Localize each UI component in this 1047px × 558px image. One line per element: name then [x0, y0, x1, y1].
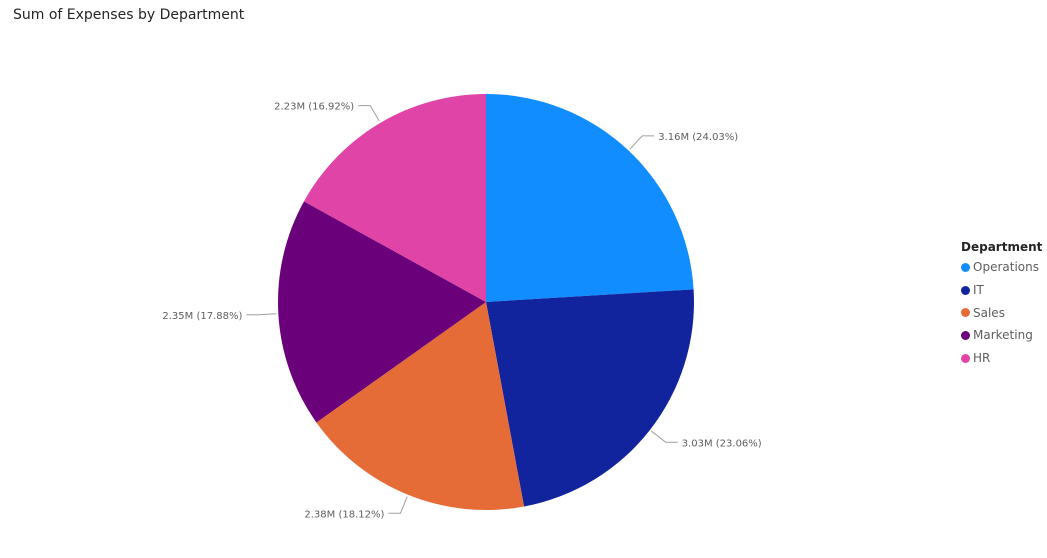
legend-label: HR	[973, 351, 991, 366]
legend-marker-icon	[961, 353, 970, 363]
legend-label: Sales	[973, 305, 1005, 320]
leader-line-marketing	[246, 313, 277, 316]
pie-slice-sales[interactable]	[316, 302, 525, 510]
leader-line-it	[651, 430, 678, 443]
pie-slice-operations[interactable]	[486, 94, 694, 302]
data-label-marketing: 2.35M (17.88%)	[162, 311, 242, 322]
data-label-sales: 2.38M (18.12%)	[304, 509, 384, 520]
chart-title: Sum of Expenses by Department	[13, 7, 245, 23]
legend-item-operations[interactable]: Operations	[961, 256, 1042, 279]
legend-item-it[interactable]: IT	[961, 279, 1042, 302]
legend-title: Department	[961, 240, 1043, 254]
leader-line-sales	[388, 496, 408, 514]
legend-label: IT	[973, 283, 984, 298]
legend-item-sales[interactable]: Sales	[961, 301, 1042, 324]
legend-item-marketing[interactable]: Marketing	[961, 324, 1042, 347]
legend-marker-icon	[961, 262, 970, 272]
pie-slice-hr[interactable]	[303, 94, 486, 302]
legend-label: Marketing	[973, 328, 1033, 343]
legend-marker-icon	[961, 330, 970, 340]
legend-marker-icon	[961, 308, 970, 318]
data-label-it: 3.03M (23.06%)	[682, 438, 762, 449]
legend-item-hr[interactable]: HR	[961, 347, 1042, 370]
pie-slice-it[interactable]	[486, 289, 694, 507]
data-label-hr: 2.23M (16.92%)	[274, 102, 354, 113]
leader-line-hr	[358, 105, 380, 122]
legend-marker-icon	[961, 285, 970, 295]
leader-line-operations	[629, 135, 655, 150]
legend-label: Operations	[973, 260, 1039, 275]
legend: Department Operations IT Sales Marketing HR	[961, 238, 1042, 369]
pie-slice-marketing[interactable]	[278, 201, 486, 423]
data-label-operations: 3.16M (24.03%)	[658, 132, 738, 143]
